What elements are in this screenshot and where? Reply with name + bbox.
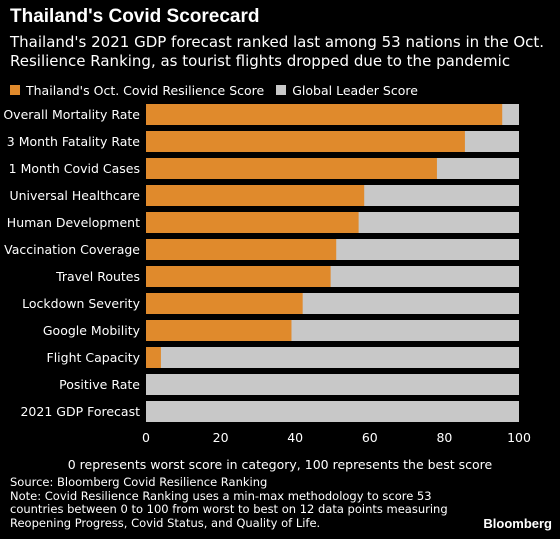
footnote: Source: Bloomberg Covid Resilience Ranki… [10, 475, 480, 530]
x-tick-label: 0 [142, 430, 150, 445]
bar-thailand [146, 131, 465, 152]
category-label: 3 Month Fatality Rate [7, 134, 141, 149]
legend-label-leader: Global Leader Score [292, 82, 418, 98]
bar-thailand [146, 320, 292, 341]
legend-item-leader: Global Leader Score [276, 83, 418, 98]
category-label: Google Mobility [43, 323, 141, 338]
chart-subtitle: Thailand's 2021 GDP forecast ranked last… [10, 33, 545, 70]
x-tick-label: 40 [287, 430, 303, 445]
category-label: Human Development [7, 215, 140, 230]
category-label: 2021 GDP Forecast [20, 404, 140, 419]
legend: Thailand's Oct. Covid Resilience Score G… [10, 82, 430, 98]
bar-thailand [146, 104, 503, 125]
legend-swatch-leader [276, 85, 287, 95]
bar-leader [146, 374, 519, 395]
bar-thailand [146, 239, 337, 260]
bar-thailand [146, 293, 303, 314]
category-label: Overall Mortality Rate [3, 107, 140, 122]
methodology-note: Note: Covid Resilience Ranking uses a mi… [10, 488, 448, 530]
bloomberg-logo: Bloomberg [483, 516, 552, 531]
category-label: Flight Capacity [47, 350, 141, 365]
bar-thailand [146, 158, 437, 179]
bar-thailand [146, 212, 359, 233]
category-label: 1 Month Covid Cases [9, 161, 140, 176]
chart-title: Thailand's Covid Scorecard [10, 6, 260, 27]
bar-leader [146, 401, 519, 422]
category-label: Universal Healthcare [9, 188, 140, 203]
legend-item-thailand: Thailand's Oct. Covid Resilience Score [10, 83, 264, 98]
x-tick-label: 20 [213, 430, 229, 445]
category-label: Lockdown Severity [22, 296, 140, 311]
x-tick-label: 60 [362, 430, 378, 445]
category-label: Vaccination Coverage [4, 242, 140, 257]
x-tick-label: 100 [507, 430, 531, 445]
bar-thailand [146, 266, 331, 287]
bar-leader [146, 347, 519, 368]
x-axis-caption: 0 represents worst score in category, 10… [67, 457, 493, 472]
bar-chart: Overall Mortality Rate 3 Month Fatality R… [3, 104, 531, 445]
legend-label-thailand: Thailand's Oct. Covid Resilience Score [26, 82, 265, 98]
category-label: Travel Routes [55, 269, 140, 284]
bar-thailand [146, 185, 365, 206]
x-tick-label: 80 [436, 430, 452, 445]
bar-thailand [146, 347, 161, 368]
source-note: Source: Bloomberg Covid Resilience Ranki… [10, 475, 268, 489]
category-label: Positive Rate [59, 377, 140, 392]
legend-swatch-thailand [10, 85, 20, 95]
